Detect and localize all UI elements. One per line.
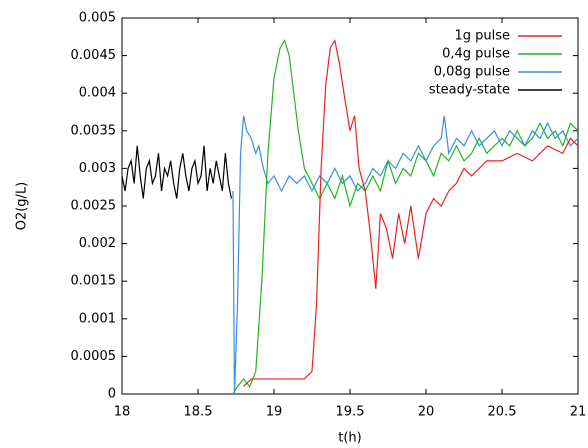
legend-label: 0,4g pulse [442,47,510,62]
y-axis-label: O2(g/L) [15,182,30,231]
series-line [232,39,579,395]
series-line [121,145,233,199]
y-tick-label: 0.004 [79,86,116,101]
y-tick-label: 0.002 [79,236,116,251]
x-tick-label: 19.5 [336,405,365,420]
x-axis-label: t(h) [338,431,361,446]
y-tick-label: 0.0045 [71,48,117,63]
y-tick-label: 0.005 [79,11,116,26]
x-tick-label: 18 [114,405,131,420]
x-tick-label: 18.5 [184,405,213,420]
y-tick-label: 0.0035 [71,123,117,138]
legend-label: steady-state [429,83,510,98]
y-tick-label: 0.001 [79,311,116,326]
x-tick-label: 21 [570,405,587,420]
y-tick-label: 0.0015 [71,274,117,289]
y-tick-label: 0 [108,387,116,402]
legend-label: 1g pulse [454,29,510,44]
x-tick-label: 19 [266,405,283,420]
x-tick-label: 20.5 [488,405,517,420]
y-tick-label: 0.0005 [71,349,117,364]
series-line [243,38,579,387]
legend-label: 0,08g pulse [434,65,510,80]
y-tick-label: 0.0025 [71,199,117,214]
x-tick-label: 20 [418,405,435,420]
y-tick-label: 0.003 [79,161,116,176]
